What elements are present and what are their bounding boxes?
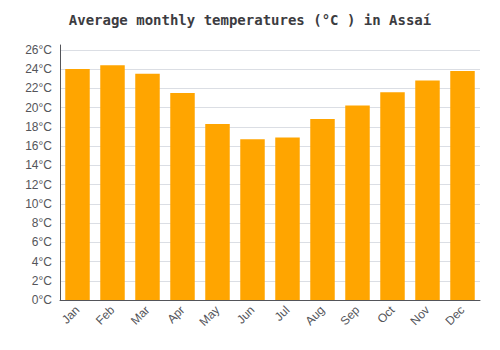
svg-text:4°C: 4°C xyxy=(32,255,52,269)
svg-text:Feb: Feb xyxy=(93,303,118,328)
svg-text:12°C: 12°C xyxy=(25,178,52,192)
svg-text:8°C: 8°C xyxy=(32,216,52,230)
svg-text:Oct: Oct xyxy=(374,303,398,327)
svg-text:14°C: 14°C xyxy=(25,158,52,172)
svg-text:Nov: Nov xyxy=(407,303,432,328)
svg-text:Jan: Jan xyxy=(59,303,83,327)
svg-text:18°C: 18°C xyxy=(25,120,52,134)
svg-text:6°C: 6°C xyxy=(32,235,52,249)
svg-text:Dec: Dec xyxy=(442,303,467,328)
svg-text:Apr: Apr xyxy=(164,303,187,326)
svg-text:Aug: Aug xyxy=(302,303,327,328)
svg-text:Sep: Sep xyxy=(337,303,362,328)
svg-text:Average monthly temperatures (: Average monthly temperatures (°C ) in As… xyxy=(69,12,431,28)
svg-text:26°C: 26°C xyxy=(25,43,52,57)
svg-text:10°C: 10°C xyxy=(25,197,52,211)
svg-text:20°C: 20°C xyxy=(25,101,52,115)
svg-text:2°C: 2°C xyxy=(32,274,52,288)
svg-text:Jun: Jun xyxy=(234,303,258,327)
svg-text:22°C: 22°C xyxy=(25,81,52,95)
svg-text:16°C: 16°C xyxy=(25,139,52,153)
svg-text:Mar: Mar xyxy=(128,303,153,327)
svg-text:May: May xyxy=(197,303,223,329)
svg-text:0°C: 0°C xyxy=(32,293,52,307)
svg-text:24°C: 24°C xyxy=(25,62,52,76)
svg-text:Jul: Jul xyxy=(272,303,293,324)
